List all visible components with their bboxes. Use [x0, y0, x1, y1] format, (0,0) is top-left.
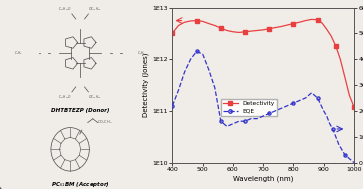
Text: $C_2H_5$: $C_2H_5$: [14, 49, 23, 57]
Text: $OC_{12}H_{25}$: $OC_{12}H_{25}$: [89, 93, 102, 101]
Text: DHTBTEZP (Donor): DHTBTEZP (Donor): [51, 108, 109, 113]
X-axis label: Wavelength (nm): Wavelength (nm): [233, 175, 293, 182]
Text: $C_2H_5$: $C_2H_5$: [137, 49, 146, 57]
Text: $C_{12}H_{25}O$: $C_{12}H_{25}O$: [58, 5, 72, 13]
Y-axis label: Detectivity (Jones): Detectivity (Jones): [143, 53, 149, 117]
Text: PC$_{61}$BM (Acceptor): PC$_{61}$BM (Acceptor): [51, 180, 110, 189]
Text: $OC_{12}H_{25}$: $OC_{12}H_{25}$: [89, 5, 102, 13]
Text: $C_{12}H_{25}O$: $C_{12}H_{25}O$: [58, 93, 72, 101]
Text: $\rm{CO_2CH_3}$: $\rm{CO_2CH_3}$: [97, 118, 112, 126]
Legend: Detectivity, EQE: Detectivity, EQE: [221, 99, 277, 116]
